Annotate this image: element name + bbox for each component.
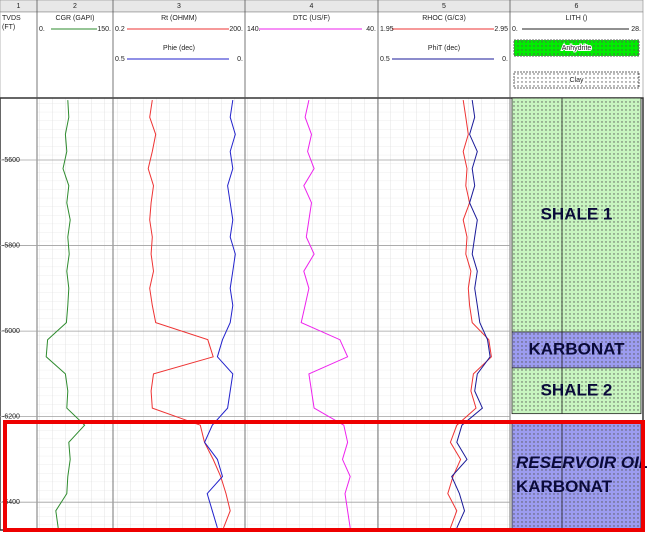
column-number: 6: [575, 3, 579, 10]
column-number: 4: [310, 3, 314, 10]
lith-pattern: [512, 420, 641, 530]
log-curve: [300, 99, 351, 528]
legend-pattern: [514, 40, 639, 56]
zone-label: RESERVOIR OIL: [516, 453, 647, 472]
column-number: 5: [442, 3, 446, 10]
log-curve: [447, 100, 492, 529]
scale-min: 0.5: [380, 56, 390, 63]
depth-tick-label: -6400: [2, 499, 20, 506]
curve-name: Phie (dec): [163, 45, 195, 52]
zone-label: KARBONAT: [516, 477, 613, 496]
scale-max: 0.: [502, 56, 508, 63]
depth-tick-label: -6000: [2, 328, 20, 335]
scale-min: 0.: [512, 26, 518, 33]
column-number-row: [0, 0, 644, 13]
lith-name: LITH (): [566, 15, 588, 22]
curve-name: PhiT (dec): [428, 45, 460, 52]
depth-tick-label: -5600: [2, 157, 20, 164]
curve-name: RHOC (G/C3): [422, 15, 466, 22]
scale-max: 40.: [366, 26, 376, 33]
legend-pattern: [514, 72, 639, 88]
column-number: 2: [73, 3, 77, 10]
zone-label: KARBONAT: [528, 339, 625, 358]
curve-name: CGR (GAPI): [56, 15, 95, 22]
scale-max: 2.95: [494, 26, 508, 33]
scale-min: 0.5: [115, 56, 125, 63]
scale-min: 0.2: [115, 26, 125, 33]
zone-label: SHALE 1: [541, 204, 613, 223]
highlight-box: [3, 420, 645, 532]
depth-tick-label: -5800: [2, 242, 20, 249]
log-curve: [204, 100, 236, 529]
lith-pattern: [512, 98, 641, 332]
lith-pattern: [512, 367, 641, 414]
legend-label: Anhydrite: [562, 45, 592, 52]
depth-label: TVDS: [2, 15, 21, 22]
log-curve: [451, 100, 491, 529]
scale-min: 1.95: [380, 26, 394, 33]
minor-depth-grid: [37, 98, 510, 530]
legend-label: Clay: [569, 77, 584, 84]
curve-name: DTC (US/F): [293, 15, 330, 22]
scale-min: 140.: [247, 26, 261, 33]
scale-min: 0.: [39, 26, 45, 33]
scale-max: 0.: [237, 56, 243, 63]
depth-label: (FT): [2, 24, 15, 31]
zone-label: SHALE 2: [541, 380, 613, 399]
scale-max: 28.: [631, 26, 641, 33]
scale-max: 200.: [229, 26, 243, 33]
column-number: 3: [177, 3, 181, 10]
scale-max: 150.: [97, 26, 111, 33]
log-curve: [45, 100, 86, 528]
depth-tick-label: -6200: [2, 413, 20, 420]
lith-pattern: [512, 331, 641, 368]
curve-name: Rt (OHMM): [161, 15, 197, 22]
log-curve: [147, 100, 231, 529]
column-number: 1: [17, 3, 21, 10]
